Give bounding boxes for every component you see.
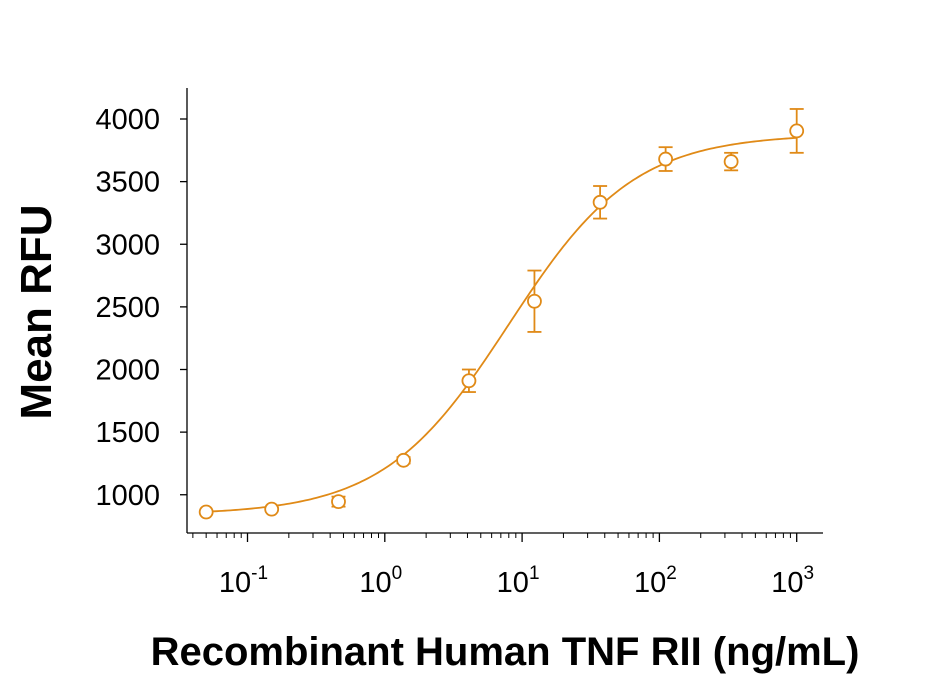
data-point (723, 151, 739, 172)
data-marker (198, 504, 214, 520)
data-marker (396, 452, 411, 468)
data-points-layer (198, 108, 805, 520)
x-tick-label-base: 10 (219, 567, 251, 599)
fit-curve (206, 136, 797, 513)
x-tick-label: 100 (359, 563, 402, 599)
data-marker (331, 494, 346, 510)
data-point (527, 269, 542, 333)
data-point (396, 452, 411, 468)
fit-curve-layer (206, 136, 797, 513)
data-point (658, 146, 674, 172)
x-tick-label-exponent: 1 (529, 563, 540, 584)
x-tick-label-base: 10 (359, 567, 391, 599)
data-marker (264, 501, 280, 517)
x-tick-label-exponent: 0 (392, 563, 403, 584)
data-marker (789, 123, 805, 139)
y-tick-label: 2000 (95, 355, 160, 387)
x-tick-label: 101 (497, 563, 540, 599)
y-tick-label: 1000 (95, 480, 160, 512)
y-axis-title: Mean RFU (12, 204, 61, 419)
data-marker (461, 373, 477, 389)
data-marker (592, 194, 608, 210)
x-tick-label-exponent: 2 (666, 563, 677, 584)
x-tick-label-base: 10 (771, 567, 803, 599)
y-tick-label: 1500 (95, 417, 160, 449)
data-marker (527, 293, 542, 309)
data-marker (723, 154, 739, 169)
data-point (198, 504, 214, 520)
x-tick-label-base: 10 (497, 567, 529, 599)
y-tick-label: 2500 (95, 292, 160, 324)
x-tick-label: 102 (634, 563, 677, 599)
data-point (264, 501, 280, 517)
data-point (592, 185, 608, 220)
y-tick-label: 3000 (95, 229, 160, 261)
y-tick-label: 4000 (95, 104, 160, 136)
x-tick-label-exponent: 3 (804, 563, 815, 584)
x-tick-label-exponent: -1 (251, 563, 268, 584)
x-tick-label: 103 (771, 563, 814, 599)
x-axis-title: Recombinant Human TNF RII (ng/mL) (151, 630, 860, 674)
data-marker (658, 151, 674, 167)
data-point (461, 368, 477, 393)
data-point (789, 108, 805, 154)
x-tick-label-base: 10 (634, 567, 666, 599)
data-point (331, 494, 346, 510)
y-tick-label: 3500 (95, 167, 160, 199)
x-tick-label: 10-1 (219, 563, 268, 599)
